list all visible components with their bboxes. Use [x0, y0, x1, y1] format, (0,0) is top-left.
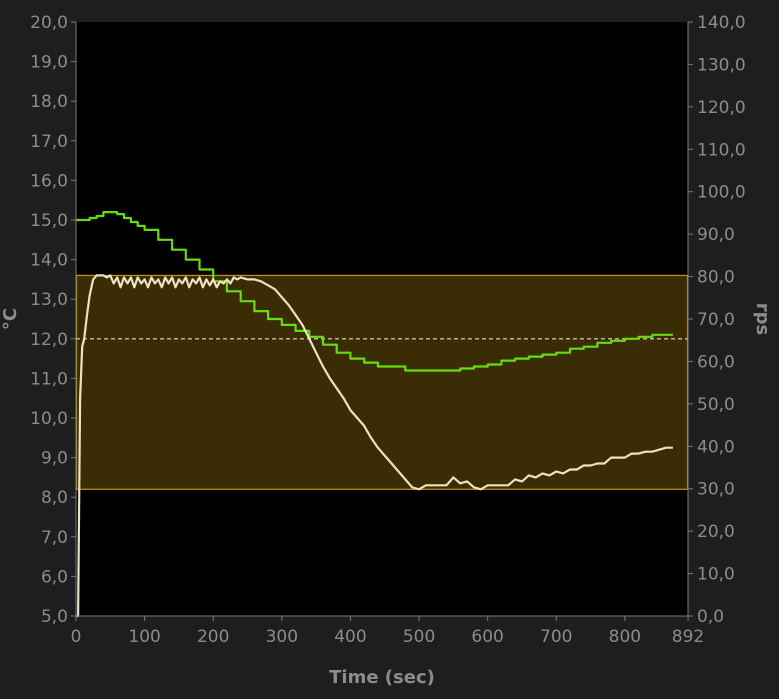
x-tick-label: 500	[403, 627, 435, 647]
x-tick-label: 0	[71, 627, 82, 647]
y-right-tick-label: 60,0	[697, 352, 735, 372]
y-right-tick-label: 100,0	[697, 183, 746, 203]
x-tick-label: 600	[471, 627, 503, 647]
x-tick-label: 200	[197, 627, 229, 647]
y-left-tick-label: 10,0	[30, 409, 68, 429]
y-right-axis-title: rps	[752, 303, 773, 335]
y-left-tick-label: 13,0	[30, 290, 68, 310]
y-left-tick-label: 9,0	[41, 449, 68, 469]
y-left-tick-label: 8,0	[41, 488, 68, 508]
series-line-2	[76, 274, 673, 618]
y-left-tick-label: 16,0	[30, 171, 68, 191]
y-right-tick-label: 130,0	[697, 55, 746, 75]
y-right-tick-label: 80,0	[697, 268, 735, 288]
y-left-tick-label: 20,0	[30, 13, 68, 33]
y-left-tick-label: 19,0	[30, 53, 68, 73]
y-right-tick-label: 140,0	[697, 13, 746, 33]
y-right-tick-label: 10,0	[697, 565, 735, 585]
x-tick-label: 400	[334, 627, 366, 647]
y-right-tick-label: 0,0	[697, 607, 724, 627]
x-tick-label: 100	[128, 627, 160, 647]
y-left-tick-label: 17,0	[30, 132, 68, 152]
y-left-axis-title: °C	[0, 308, 21, 330]
y-right-tick-label: 90,0	[697, 225, 735, 245]
y-left-tick-label: 14,0	[30, 251, 68, 271]
y-left-tick-label: 15,0	[30, 211, 68, 231]
y-left-tick-label: 11,0	[30, 369, 68, 389]
series-line-1	[76, 211, 673, 372]
x-axis-title: Time (sec)	[329, 667, 435, 688]
x-tick-label: 892	[672, 627, 704, 647]
setpoint-band	[75, 274, 689, 490]
y-right-tick-label: 50,0	[697, 395, 735, 415]
y-right-tick-label: 120,0	[697, 98, 746, 118]
y-right-tick-label: 30,0	[697, 480, 735, 500]
y-left-tick-label: 7,0	[41, 528, 68, 548]
x-tick-label: 300	[266, 627, 298, 647]
y-right-tick-label: 20,0	[697, 522, 735, 542]
x-tick-label: 700	[540, 627, 572, 647]
y-left-tick-label: 18,0	[30, 92, 68, 112]
y-right-tick-label: 40,0	[697, 437, 735, 457]
y-left-tick-label: 6,0	[41, 567, 68, 587]
y-right-tick-label: 110,0	[697, 140, 746, 160]
y-right-tick-label: 70,0	[697, 310, 735, 330]
y-left-tick-label: 12,0	[30, 330, 68, 350]
x-tick-label: 800	[609, 627, 641, 647]
y-left-tick-label: 5,0	[41, 607, 68, 627]
